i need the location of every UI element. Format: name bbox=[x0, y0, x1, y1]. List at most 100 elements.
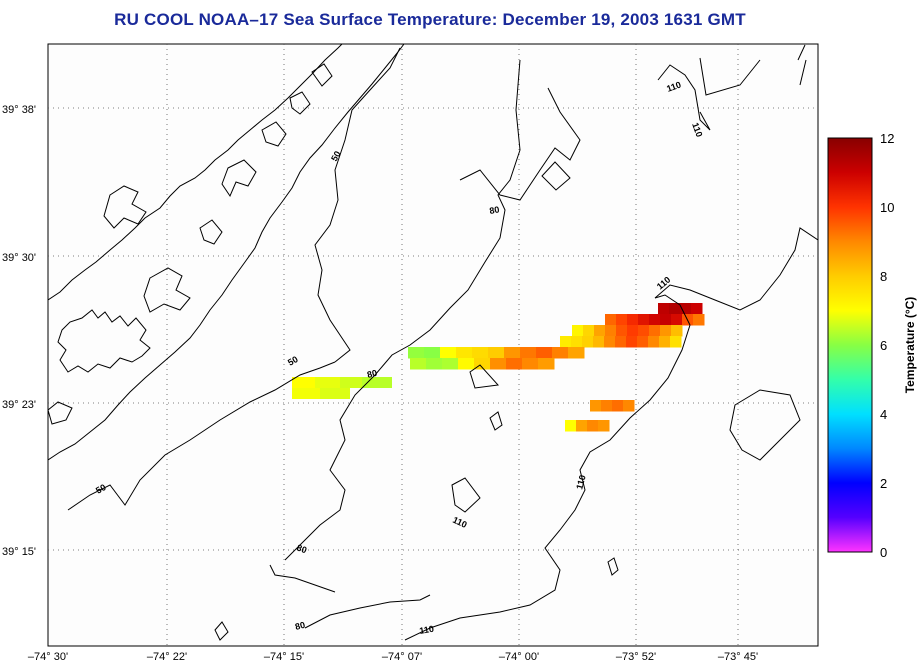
sst-cell bbox=[488, 347, 505, 359]
contour-label: 50 bbox=[94, 482, 108, 496]
colorbar: 12 10 8 6 4 2 0 Temperature (°C) bbox=[827, 131, 917, 560]
axis-labels: 39° 38' 39° 30' 39° 23' 39° 15' –74° 30'… bbox=[2, 104, 758, 663]
sst-cell bbox=[424, 347, 441, 359]
contour-label: 80 bbox=[295, 542, 308, 555]
sst-cell bbox=[362, 377, 392, 388]
sst-cell bbox=[680, 303, 692, 315]
sst-cell bbox=[693, 314, 705, 326]
sst-cell bbox=[410, 358, 427, 370]
lon-tick-label: –74° 30' bbox=[28, 651, 68, 663]
sst-cell bbox=[590, 400, 602, 412]
sst-cell bbox=[458, 358, 475, 370]
sst-cell bbox=[649, 325, 661, 337]
sst-cell bbox=[568, 347, 585, 359]
sst-cell bbox=[638, 314, 650, 326]
colorbar-tick: 4 bbox=[880, 407, 887, 422]
sst-cell bbox=[660, 325, 672, 337]
sst-cell bbox=[626, 336, 638, 348]
bathymetry-contours bbox=[67, 44, 818, 641]
colorbar-tick: 8 bbox=[880, 269, 887, 284]
sst-cell bbox=[649, 314, 661, 326]
colorbar-tick: 12 bbox=[880, 131, 894, 146]
colorbar-tick: 6 bbox=[880, 338, 887, 353]
lon-tick-label: –74° 00' bbox=[499, 651, 539, 663]
sst-cell bbox=[340, 377, 370, 388]
sst-cell bbox=[582, 336, 594, 348]
colorbar-label: Temperature (°C) bbox=[903, 297, 917, 394]
sst-cell bbox=[658, 303, 670, 315]
sst-cell bbox=[552, 347, 569, 359]
lat-tick-label: 39° 15' bbox=[2, 546, 36, 558]
lon-tick-label: –73° 52' bbox=[616, 651, 656, 663]
contour-label: 110 bbox=[574, 474, 587, 491]
contour-label: 80 bbox=[294, 620, 306, 632]
sst-cell bbox=[504, 347, 521, 359]
sst-cell bbox=[472, 347, 489, 359]
sst-cell bbox=[292, 388, 322, 399]
sst-cell bbox=[627, 314, 639, 326]
sst-cell bbox=[576, 420, 588, 432]
sst-cell bbox=[506, 358, 523, 370]
sst-cell bbox=[560, 336, 572, 348]
sst-cell bbox=[660, 314, 672, 326]
lon-tick-label: –73° 45' bbox=[718, 651, 758, 663]
contour-label: 110 bbox=[690, 121, 704, 138]
sst-cell bbox=[669, 303, 681, 315]
lat-tick-label: 39° 38' bbox=[2, 104, 36, 116]
sst-cell bbox=[604, 336, 616, 348]
sst-cell bbox=[616, 314, 628, 326]
sst-data-layer bbox=[292, 303, 705, 432]
sst-cell bbox=[565, 420, 577, 432]
contour-labels: 50 50 50 80 80 80 80 110 110 110 110 110… bbox=[94, 80, 704, 636]
sst-cell bbox=[638, 325, 650, 337]
sst-cell bbox=[440, 347, 457, 359]
lat-tick-label: 39° 30' bbox=[2, 252, 36, 264]
sst-cell bbox=[572, 325, 584, 337]
contour-label: 110 bbox=[665, 80, 682, 94]
plot-frame bbox=[47, 43, 819, 647]
sst-cell bbox=[292, 377, 322, 388]
sst-cell bbox=[671, 314, 683, 326]
sst-cell bbox=[538, 358, 555, 370]
sst-cell bbox=[605, 314, 617, 326]
sst-cell bbox=[522, 358, 539, 370]
sst-cell bbox=[612, 400, 624, 412]
contour-label: 50 bbox=[286, 354, 300, 368]
sst-cell bbox=[605, 325, 617, 337]
sst-cell bbox=[594, 325, 606, 337]
sst-cell bbox=[320, 388, 350, 399]
sst-cell bbox=[593, 336, 605, 348]
colorbar-gradient bbox=[827, 137, 873, 553]
sst-cell bbox=[627, 325, 639, 337]
lon-tick-label: –74° 07' bbox=[382, 651, 422, 663]
sst-cell bbox=[587, 420, 599, 432]
lon-tick-label: –74° 22' bbox=[147, 651, 187, 663]
contour-label: 110 bbox=[419, 624, 435, 636]
sst-cell bbox=[490, 358, 507, 370]
colorbar-tick: 2 bbox=[880, 476, 887, 491]
sst-cell bbox=[671, 325, 683, 337]
sst-cell bbox=[637, 336, 649, 348]
contour-label: 80 bbox=[489, 204, 501, 216]
sst-cell bbox=[442, 358, 459, 370]
sst-cell bbox=[691, 303, 703, 315]
sst-cell bbox=[615, 336, 627, 348]
colorbar-tick: 10 bbox=[880, 200, 894, 215]
sst-cell bbox=[583, 325, 595, 337]
sst-cell bbox=[601, 400, 613, 412]
lat-tick-label: 39° 23' bbox=[2, 399, 36, 411]
lat-lon-grid bbox=[48, 44, 818, 646]
sst-cell bbox=[426, 358, 443, 370]
sst-cell bbox=[648, 336, 660, 348]
sst-cell bbox=[598, 420, 610, 432]
lon-tick-label: –74° 15' bbox=[264, 651, 304, 663]
colorbar-tick: 0 bbox=[880, 545, 887, 560]
sst-cell bbox=[571, 336, 583, 348]
sst-cell bbox=[520, 347, 537, 359]
sst-cell bbox=[456, 347, 473, 359]
sst-cell bbox=[474, 358, 491, 370]
sst-cell bbox=[616, 325, 628, 337]
contour-label: 80 bbox=[366, 368, 378, 380]
map-title: RU COOL NOAA–17 Sea Surface Temperature:… bbox=[114, 10, 746, 29]
